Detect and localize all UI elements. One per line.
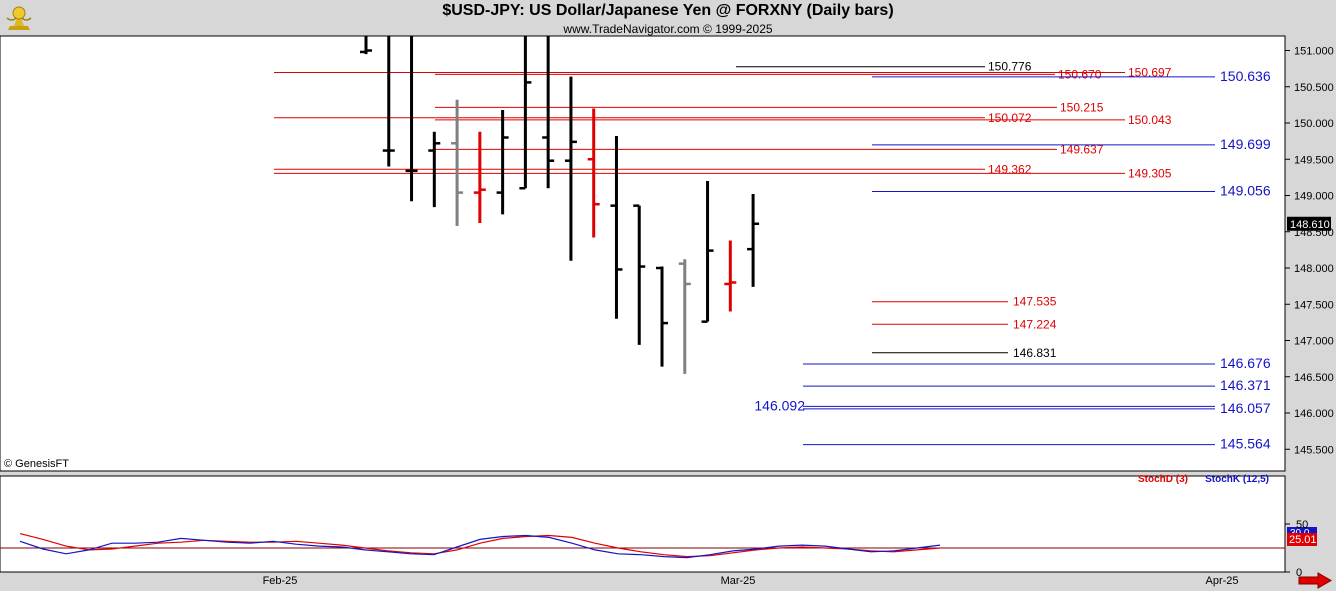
price-level-label: 149.637	[1060, 142, 1104, 156]
copyright-label: © GenesisFT	[4, 458, 69, 470]
price-level-label: 146.371	[1220, 377, 1271, 393]
x-tick-label: Mar-25	[721, 575, 756, 587]
price-level-label: 149.305	[1128, 166, 1172, 180]
y-tick-label: 151.000	[1294, 46, 1334, 58]
last-price-box	[1287, 216, 1331, 231]
stoch-y-tick-label: 0	[1296, 567, 1302, 579]
y-tick-label: 146.000	[1294, 408, 1334, 420]
legend-stochd: StochD (3)	[1138, 474, 1188, 485]
y-tick-label: 148.000	[1294, 263, 1334, 275]
stochd-value-label: 25.01	[1289, 534, 1317, 546]
price-level-label: 146.676	[1220, 355, 1271, 371]
y-tick-label: 145.500	[1294, 444, 1334, 456]
stoch-panel	[0, 475, 1286, 573]
chart-title: $USD-JPY: US Dollar/Japanese Yen @ FORXN…	[442, 2, 894, 19]
price-level-label: 149.362	[988, 162, 1032, 176]
gold-trophy-icon	[6, 6, 32, 30]
price-level-label: 145.564	[1220, 436, 1271, 452]
price-level-label: 150.697	[1128, 65, 1172, 79]
y-tick-label: 146.500	[1294, 372, 1334, 384]
price-level-label: 146.092	[754, 397, 805, 413]
price-panel	[0, 35, 1286, 472]
y-tick-label: 149.000	[1294, 191, 1334, 203]
y-tick-label: 149.500	[1294, 154, 1334, 166]
price-level-label: 146.831	[1013, 346, 1057, 360]
price-level-label: 147.224	[1013, 317, 1057, 331]
price-level-label: 146.057	[1220, 400, 1271, 416]
stoch-series-line	[19, 533, 941, 558]
x-tick-label: Apr-25	[1205, 575, 1238, 587]
price-level-label: 150.043	[1128, 113, 1172, 127]
stoch-y-tick-label: 50	[1296, 519, 1308, 531]
price-level-label: 149.699	[1220, 136, 1271, 152]
y-tick-label: 150.000	[1294, 118, 1334, 130]
price-level-label: 150.670	[1058, 67, 1102, 81]
y-tick-label: 150.500	[1294, 82, 1334, 94]
red-arrow-right-icon[interactable]	[1298, 572, 1332, 589]
chart-subtitle: www.TradeNavigator.com © 1999-2025	[563, 22, 773, 36]
price-level-label: 147.535	[1013, 295, 1057, 309]
price-level-label: 150.072	[988, 111, 1032, 125]
price-level-label: 150.776	[988, 60, 1032, 74]
last-price-label: 148.610	[1290, 219, 1330, 231]
stochk-value-box	[1287, 527, 1317, 538]
x-tick-label: Feb-25	[263, 575, 298, 587]
price-level-label: 150.215	[1060, 100, 1104, 114]
stoch-series-line	[19, 534, 941, 559]
y-tick-label: 147.500	[1294, 299, 1334, 311]
y-tick-label: 147.000	[1294, 336, 1334, 348]
stochd-value-box	[1287, 533, 1317, 546]
legend-stochk: StochK (12,5)	[1205, 474, 1269, 485]
price-level-label: 150.636	[1220, 68, 1271, 84]
price-level-label: 149.056	[1220, 182, 1271, 198]
